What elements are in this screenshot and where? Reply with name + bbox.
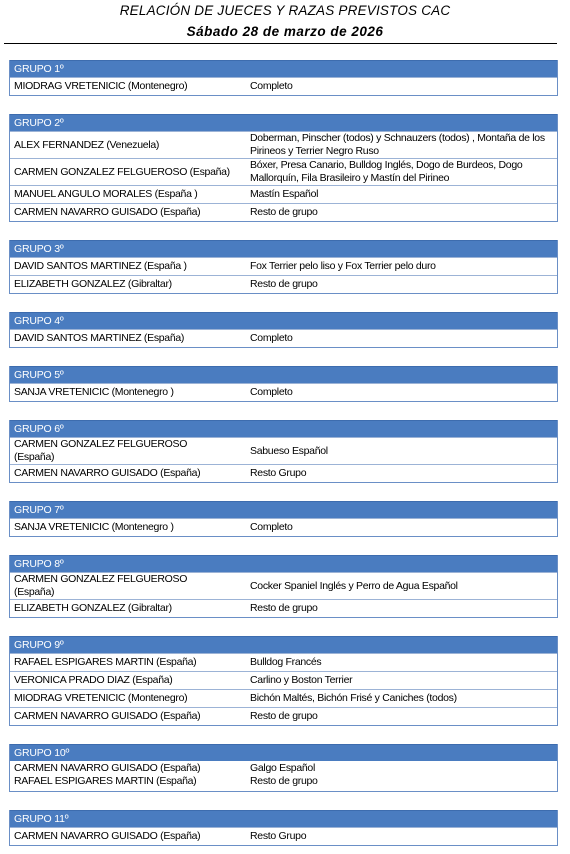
table-row: RAFAEL ESPIGARES MARTIN (España) Bulldog… bbox=[10, 653, 557, 671]
judge-cell: SANJA VRETENICIC (Montenegro ) bbox=[14, 386, 174, 398]
judge-cell: MIODRAG VRETENICIC (Montenegro) bbox=[14, 80, 188, 92]
groups-list: GRUPO 1º MIODRAG VRETENICIC (Montenegro)… bbox=[9, 60, 558, 846]
breeds-cell: Resto Grupo bbox=[250, 830, 307, 842]
breeds-cell: Bóxer, Presa Canario, Bulldog Inglés, Do… bbox=[250, 159, 523, 184]
judge-cell: MIODRAG VRETENICIC (Montenegro) bbox=[14, 692, 188, 704]
table-row: CARMEN NAVARRO GUISADO (España) Resto Gr… bbox=[10, 464, 557, 482]
table-row: CARMEN NAVARRO GUISADO (España) Resto de… bbox=[10, 203, 557, 221]
judge-cell: RAFAEL ESPIGARES MARTIN (España) bbox=[14, 656, 197, 668]
breeds-cell: Completo bbox=[250, 332, 293, 344]
group-header: GRUPO 7º bbox=[10, 501, 557, 518]
table-row: CARMEN NAVARRO GUISADO (España) Galgo Es… bbox=[10, 761, 557, 775]
judge-cell: CARMEN NAVARRO GUISADO (España) bbox=[14, 830, 201, 842]
group-header: GRUPO 1º bbox=[10, 60, 557, 77]
judge-cell: ALEX FERNANDEZ (Venezuela) bbox=[14, 138, 160, 151]
judge-cell: ELIZABETH GONZALEZ (Gibraltar) bbox=[14, 602, 172, 614]
breeds-cell: Galgo Español bbox=[250, 762, 315, 774]
breeds-cell: Resto de grupo bbox=[250, 602, 318, 614]
table-row: RAFAEL ESPIGARES MARTIN (España) Resto d… bbox=[10, 775, 557, 791]
group-header: GRUPO 11º bbox=[10, 810, 557, 827]
group-header: GRUPO 2º bbox=[10, 114, 557, 131]
group-11: GRUPO 11º CARMEN NAVARRO GUISADO (España… bbox=[9, 810, 558, 846]
judge-cell: MANUEL ANGULO MORALES (España ) bbox=[14, 188, 198, 200]
breeds-cell: Resto de grupo bbox=[250, 278, 318, 290]
table-row: ALEX FERNANDEZ (Venezuela) Doberman, Pin… bbox=[10, 131, 557, 158]
group-8: GRUPO 8º CARMEN GONZALEZ FELGUEROSO (Esp… bbox=[9, 555, 558, 618]
table-row: DAVID SANTOS MARTINEZ (España) Completo bbox=[10, 329, 557, 347]
group-header: GRUPO 3º bbox=[10, 240, 557, 257]
document-date: Sábado 28 de marzo de 2026 bbox=[186, 24, 384, 39]
group-header: GRUPO 10º bbox=[10, 744, 557, 761]
group-header: GRUPO 4º bbox=[10, 312, 557, 329]
table-row: MIODRAG VRETENICIC (Montenegro) Bichón M… bbox=[10, 689, 557, 707]
group-header: GRUPO 9º bbox=[10, 636, 557, 653]
table-row: SANJA VRETENICIC (Montenegro ) Completo bbox=[10, 518, 557, 536]
group-header: GRUPO 8º bbox=[10, 555, 557, 572]
judge-cell: CARMEN NAVARRO GUISADO (España) bbox=[14, 467, 201, 479]
table-row: SANJA VRETENICIC (Montenegro ) Completo bbox=[10, 383, 557, 401]
breeds-cell: Resto de grupo bbox=[250, 710, 318, 722]
judge-cell: DAVID SANTOS MARTINEZ (España ) bbox=[14, 260, 187, 272]
judge-cell: DAVID SANTOS MARTINEZ (España) bbox=[14, 332, 185, 344]
table-row: CARMEN GONZALEZ FELGUEROSO (España) Cock… bbox=[10, 572, 557, 599]
header-divider bbox=[4, 43, 557, 44]
breeds-cell: Bichón Maltés, Bichón Frisé y Caniches (… bbox=[250, 692, 457, 704]
breeds-cell: Resto de grupo bbox=[250, 206, 318, 218]
table-row: ELIZABETH GONZALEZ (Gibraltar) Resto de … bbox=[10, 275, 557, 293]
group-4: GRUPO 4º DAVID SANTOS MARTINEZ (España) … bbox=[9, 312, 558, 348]
breeds-cell: Completo bbox=[250, 80, 293, 92]
table-row: DAVID SANTOS MARTINEZ (España ) Fox Terr… bbox=[10, 257, 557, 275]
judge-cell: CARMEN GONZALEZ FELGUEROSO (España) bbox=[14, 165, 230, 178]
judge-cell: CARMEN GONZALEZ FELGUEROSO (España) bbox=[14, 573, 188, 598]
group-1: GRUPO 1º MIODRAG VRETENICIC (Montenegro)… bbox=[9, 60, 558, 96]
judge-cell: CARMEN NAVARRO GUISADO (España) bbox=[14, 762, 201, 774]
document-title: RELACIÓN DE JUECES Y RAZAS PREVISTOS CAC bbox=[119, 3, 451, 18]
judge-cell: VERONICA PRADO DIAZ (España) bbox=[14, 674, 173, 686]
table-row: VERONICA PRADO DIAZ (España) Carlino y B… bbox=[10, 671, 557, 689]
group-7: GRUPO 7º SANJA VRETENICIC (Montenegro ) … bbox=[9, 501, 558, 537]
judge-cell: SANJA VRETENICIC (Montenegro ) bbox=[14, 521, 174, 533]
breeds-cell: Doberman, Pinscher (todos) y Schnauzers … bbox=[250, 132, 545, 157]
group-10: GRUPO 10º CARMEN NAVARRO GUISADO (España… bbox=[9, 744, 558, 792]
judge-cell: CARMEN NAVARRO GUISADO (España) bbox=[14, 710, 201, 722]
table-row: CARMEN NAVARRO GUISADO (España) Resto Gr… bbox=[10, 827, 557, 845]
group-2: GRUPO 2º ALEX FERNANDEZ (Venezuela) Dobe… bbox=[9, 114, 558, 222]
judge-cell: ELIZABETH GONZALEZ (Gibraltar) bbox=[14, 278, 172, 290]
breeds-cell: Sabueso Español bbox=[250, 444, 328, 457]
table-row: CARMEN GONZALEZ FELGUEROSO (España) Bóxe… bbox=[10, 158, 557, 185]
group-3: GRUPO 3º DAVID SANTOS MARTINEZ (España )… bbox=[9, 240, 558, 294]
table-row: MIODRAG VRETENICIC (Montenegro) Completo bbox=[10, 77, 557, 95]
table-row: ELIZABETH GONZALEZ (Gibraltar) Resto de … bbox=[10, 599, 557, 617]
judge-cell: CARMEN GONZALEZ FELGUEROSO (España) bbox=[14, 438, 188, 463]
table-row: MANUEL ANGULO MORALES (España ) Mastín E… bbox=[10, 185, 557, 203]
group-header: GRUPO 5º bbox=[10, 366, 557, 383]
table-row: CARMEN NAVARRO GUISADO (España) Resto de… bbox=[10, 707, 557, 725]
breeds-cell: Resto de grupo bbox=[250, 775, 318, 787]
breeds-cell: Cocker Spaniel Inglés y Perro de Agua Es… bbox=[250, 579, 458, 592]
judge-cell: RAFAEL ESPIGARES MARTIN (España) bbox=[14, 775, 197, 787]
breeds-cell: Completo bbox=[250, 521, 293, 533]
breeds-cell: Mastín Español bbox=[250, 188, 319, 200]
breeds-cell: Completo bbox=[250, 386, 293, 398]
group-header: GRUPO 6º bbox=[10, 420, 557, 437]
group-6: GRUPO 6º CARMEN GONZALEZ FELGUEROSO (Esp… bbox=[9, 420, 558, 483]
table-row: CARMEN GONZALEZ FELGUEROSO (España) Sabu… bbox=[10, 437, 557, 464]
judge-cell: CARMEN NAVARRO GUISADO (España) bbox=[14, 206, 201, 218]
breeds-cell: Fox Terrier pelo liso y Fox Terrier pelo… bbox=[250, 260, 436, 272]
breeds-cell: Bulldog Francés bbox=[250, 656, 322, 668]
group-9: GRUPO 9º RAFAEL ESPIGARES MARTIN (España… bbox=[9, 636, 558, 726]
breeds-cell: Resto Grupo bbox=[250, 467, 307, 479]
group-5: GRUPO 5º SANJA VRETENICIC (Montenegro ) … bbox=[9, 366, 558, 402]
breeds-cell: Carlino y Boston Terrier bbox=[250, 674, 353, 686]
